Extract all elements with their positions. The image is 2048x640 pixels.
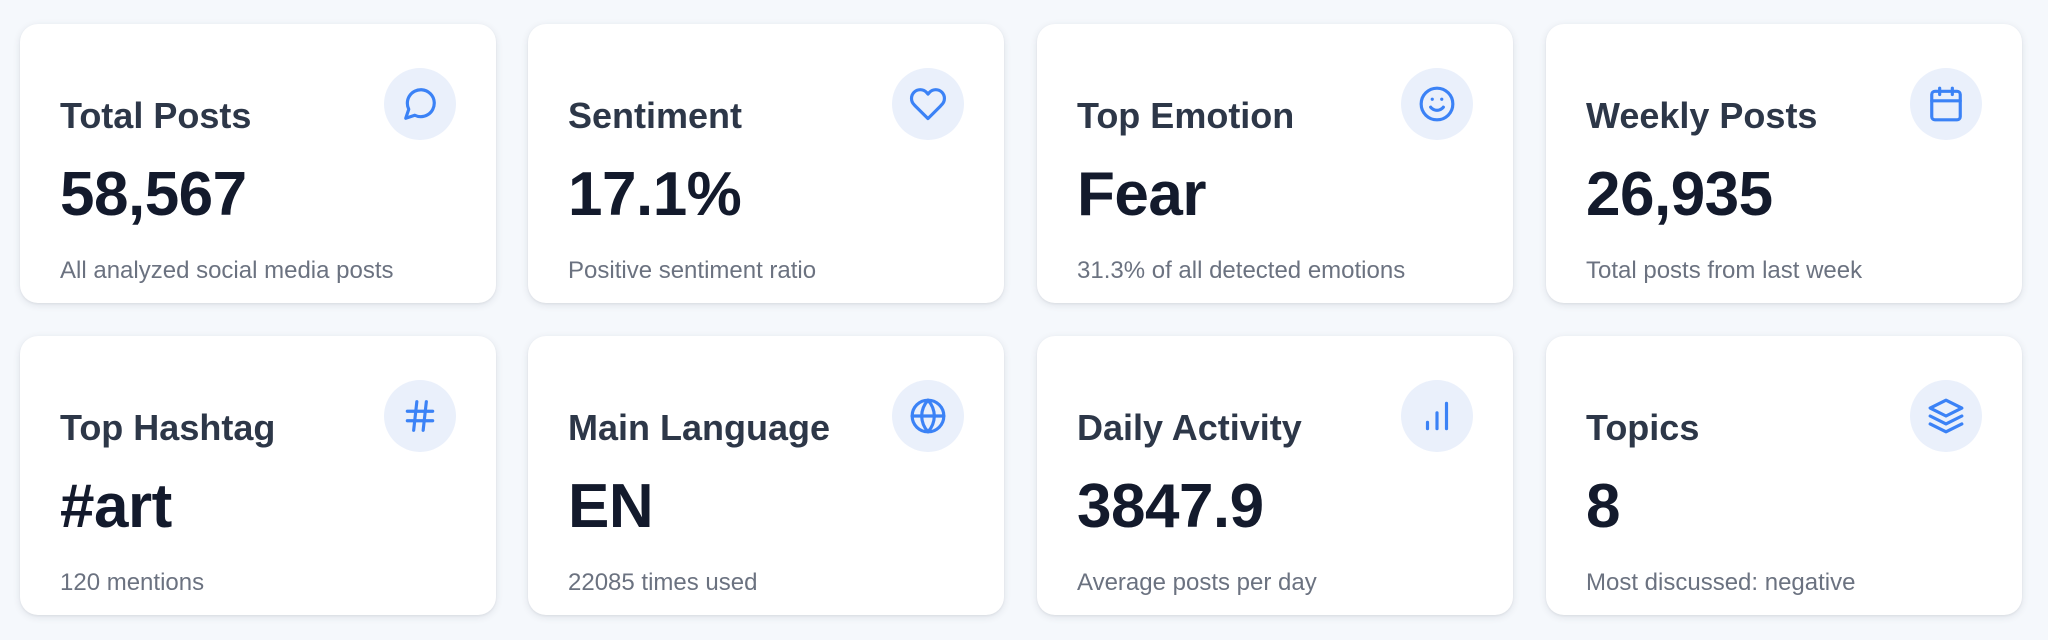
stat-card-top-emotion: Top Emotion Fear 31.3% of all detected e… <box>1037 24 1513 303</box>
card-subtitle: 31.3% of all detected emotions <box>1077 257 1406 284</box>
card-subtitle: 120 mentions <box>60 569 205 596</box>
card-title: Main Language <box>568 407 831 448</box>
card-subtitle: All analyzed social media posts <box>60 257 394 284</box>
card-title: Top Hashtag <box>60 407 276 448</box>
card-value: #art <box>60 472 172 541</box>
card-title: Total Posts <box>60 95 252 136</box>
card-value: 3847.9 <box>1077 472 1264 541</box>
stat-card-daily-activity: Daily Activity 3847.9 Average posts per … <box>1037 336 1513 615</box>
card-subtitle: Total posts from last week <box>1586 257 1863 284</box>
card-value: Fear <box>1077 160 1206 229</box>
stat-card-sentiment: Sentiment 17.1% Positive sentiment ratio <box>528 24 1004 303</box>
heart-icon <box>892 68 964 140</box>
smile-icon <box>1401 68 1473 140</box>
card-value: 26,935 <box>1586 160 1773 229</box>
calendar-icon <box>1910 68 1982 140</box>
card-title: Sentiment <box>568 95 743 136</box>
message-circle-icon <box>384 68 456 140</box>
stat-card-main-language: Main Language EN 22085 times used <box>528 336 1004 615</box>
card-value: 58,567 <box>60 160 247 229</box>
card-subtitle: Positive sentiment ratio <box>568 257 817 284</box>
layers-icon <box>1910 380 1982 452</box>
hash-icon <box>384 380 456 452</box>
card-subtitle: Average posts per day <box>1077 569 1317 596</box>
card-title: Top Emotion <box>1077 95 1295 136</box>
stat-card-top-hashtag: Top Hashtag #art 120 mentions <box>20 336 496 615</box>
card-title: Daily Activity <box>1077 407 1302 448</box>
card-value: EN <box>568 472 654 541</box>
card-title: Weekly Posts <box>1586 95 1818 136</box>
card-value: 8 <box>1586 472 1620 541</box>
bar-chart-icon <box>1401 380 1473 452</box>
globe-icon <box>892 380 964 452</box>
card-value: 17.1% <box>568 160 742 229</box>
card-subtitle: Most discussed: negative <box>1586 569 1856 596</box>
stat-card-weekly-posts: Weekly Posts 26,935 Total posts from las… <box>1546 24 2022 303</box>
stat-card-total-posts: Total Posts 58,567 All analyzed social m… <box>20 24 496 303</box>
card-title: Topics <box>1586 407 1700 448</box>
card-subtitle: 22085 times used <box>568 569 758 596</box>
stat-card-topics: Topics 8 Most discussed: negative <box>1546 336 2022 615</box>
